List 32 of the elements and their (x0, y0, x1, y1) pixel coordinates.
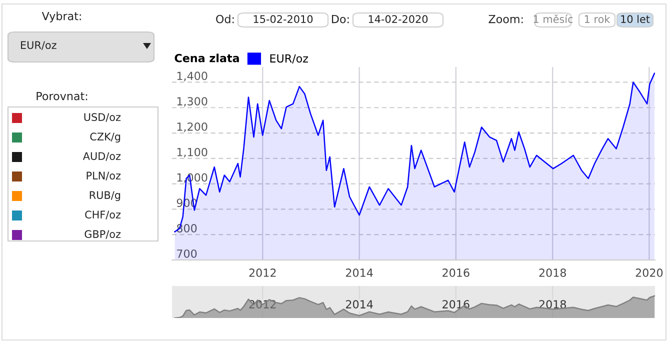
y-tick-label: 1,100 (177, 148, 208, 158)
x-tick-label: 2018 (539, 268, 566, 277)
text: Do: (332, 14, 349, 24)
category-label: USD/oz (84, 113, 121, 122)
category-label: CHF/oz (85, 210, 121, 220)
category-label: AUD/oz (82, 152, 121, 161)
legend-title: Cena zlata (174, 54, 239, 62)
legend-label: EUR/oz (270, 54, 308, 64)
text: 10 let (621, 14, 650, 24)
x-tick-label: 2020 (636, 268, 663, 277)
x-tick-label: 2014 (346, 268, 373, 277)
x-tick-label: 2012 (249, 268, 276, 277)
x-tick-label: 2014 (346, 300, 373, 308)
y-tick-label: 1,300 (177, 97, 208, 107)
category-label: RUB/g (90, 191, 120, 202)
text: Zoom: (488, 14, 523, 24)
x-tick-label: 2016 (442, 268, 470, 277)
text: 1 rok (584, 14, 610, 24)
text: 14-02-2020 (368, 15, 428, 24)
y-tick-label: 1,200 (177, 122, 208, 132)
text: Vybrat: (42, 12, 81, 22)
text: EUR/oz (21, 41, 56, 50)
category-label: CZK/g (90, 132, 120, 143)
category-label: GBP/oz (84, 230, 121, 239)
y-tick-label: 1,400 (177, 72, 208, 82)
text: Od: (216, 14, 234, 24)
text: 1 měsíc (534, 14, 573, 24)
y-tick-label: 700 (177, 249, 197, 258)
category-label: PLN/oz (86, 172, 121, 180)
x-tick-label: 2016 (442, 300, 470, 308)
text: Porovnat: (36, 92, 88, 100)
text: 15-02-2010 (254, 15, 313, 24)
